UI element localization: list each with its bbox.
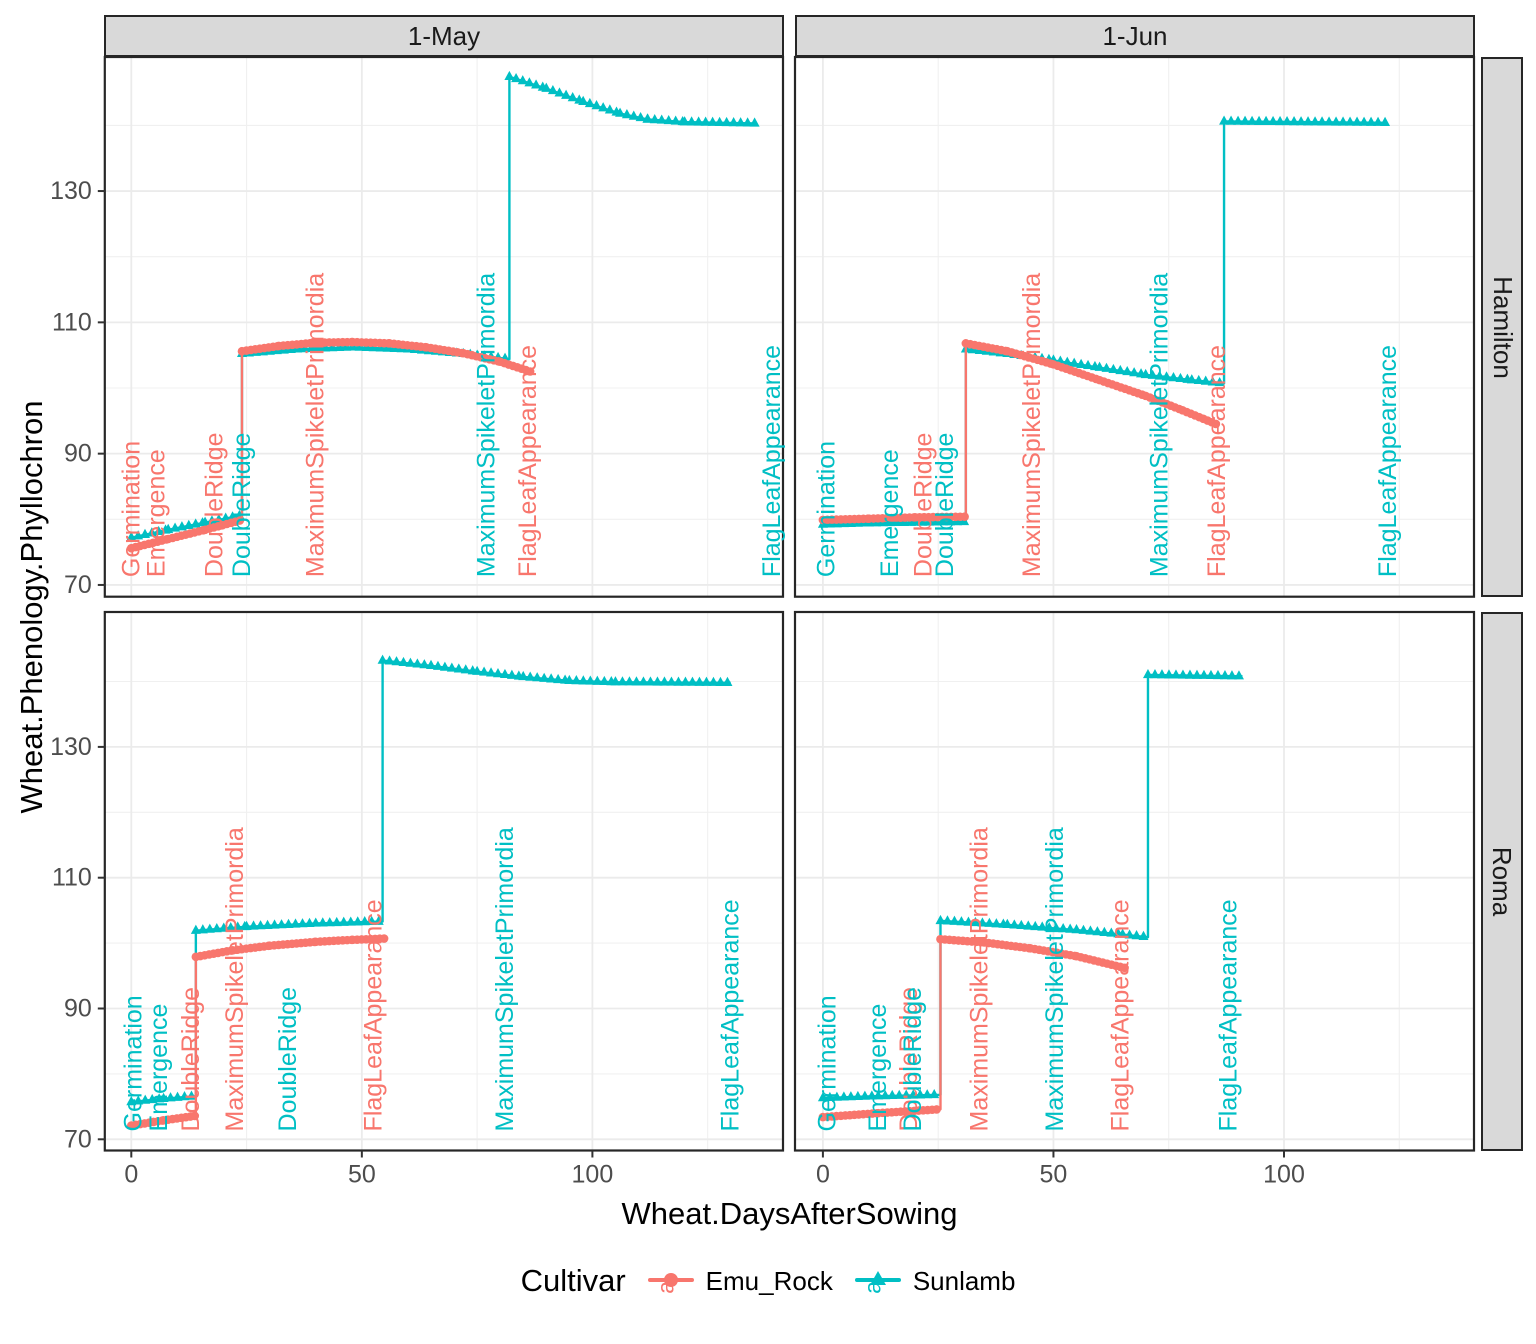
series-emu_rock — [818, 339, 1221, 525]
series-emu_rock — [127, 934, 389, 1130]
x-axis-title: Wheat.DaysAfterSowing — [621, 1196, 958, 1231]
stage-label: FlagLeafAppearance — [758, 345, 786, 577]
stage-label: DoubleRidge — [274, 987, 302, 1132]
stage-label: Emergence — [145, 1004, 173, 1132]
stage-label: FlagLeafAppearance — [717, 899, 745, 1131]
facet-strip-col-1-may: 1-May — [104, 15, 784, 57]
stage-label: DoubleRidge — [931, 433, 959, 578]
stage-label: Germination — [117, 441, 145, 577]
y-tick-label: 70 — [64, 1125, 92, 1153]
circle-marker-icon — [663, 1273, 678, 1287]
stage-label: DoubleRidge — [909, 433, 937, 578]
stage-label: FlagLeafAppearance — [1106, 899, 1134, 1131]
stage-label: DoubleRidge — [895, 987, 923, 1132]
x-tick-label: 0 — [124, 1161, 138, 1189]
stage-label: MaximumSpikeletPrimordia — [302, 273, 330, 577]
stage-label: MaximumSpikeletPrimordia — [966, 827, 994, 1131]
stage-label: Emergence — [876, 449, 904, 577]
stage-label: FlagLeafAppearance — [359, 899, 387, 1131]
x-tick-label: 100 — [1263, 1161, 1305, 1189]
stage-label: FlagLeafAppearance — [514, 345, 542, 577]
triangle-marker-icon — [869, 1271, 886, 1285]
panel-hamilton-1-jun — [793, 55, 1476, 598]
x-tick-label: 100 — [572, 1161, 614, 1189]
y-tick-label: 130 — [50, 733, 92, 761]
series-emu_rock — [818, 934, 1129, 1122]
panel-hamilton-1-may — [103, 55, 785, 598]
stage-label: Germination — [813, 441, 841, 577]
stage-label: Emergence — [143, 449, 171, 577]
stage-label: DoubleRidge — [899, 987, 927, 1132]
y-tick-label: 90 — [64, 995, 92, 1023]
stage-label: DoubleRidge — [228, 433, 256, 578]
stage-label: FlagLeafAppearance — [1203, 345, 1231, 577]
x-tick-label: 50 — [348, 1161, 376, 1189]
stage-label: Germination — [814, 995, 842, 1131]
facet-strip-label: 1-May — [407, 20, 481, 51]
y-tick-label: 110 — [52, 864, 92, 892]
stage-label: MaximumSpikeletPrimordia — [1041, 827, 1069, 1131]
panel-roma-1-may — [103, 610, 785, 1152]
facet-strip-label: Roma — [1487, 846, 1518, 917]
facet-strip-label: 1-Jun — [1102, 20, 1168, 51]
stage-label: FlagLeafAppearance — [1374, 345, 1402, 577]
stage-label: DoubleRidge — [177, 987, 205, 1132]
stage-label: DoubleRidge — [200, 433, 228, 578]
panel-roma-1-jun — [793, 610, 1476, 1152]
stage-label: MaximumSpikeletPrimordia — [1146, 273, 1174, 577]
y-tick-label: 110 — [52, 308, 92, 336]
legend-key-sunlamb: a — [854, 1258, 901, 1304]
stage-label: Germination — [120, 995, 148, 1131]
facet-strip-row-roma: Roma — [1481, 612, 1523, 1151]
stage-label: MaximumSpikeletPrimordia — [221, 827, 249, 1131]
x-tick-label: 0 — [816, 1161, 830, 1189]
legend-item-emu-rock: a Emu_Rock — [647, 1258, 833, 1304]
facet-strip-label: Hamilton — [1487, 275, 1518, 379]
text-key-glyph: a — [652, 1281, 679, 1294]
y-tick-label: 70 — [64, 571, 92, 599]
y-tick-label: 90 — [64, 440, 92, 468]
text-key-glyph: a — [859, 1281, 886, 1294]
stage-label: MaximumSpikeletPrimordia — [472, 273, 500, 577]
stage-label: Emergence — [864, 1004, 892, 1132]
x-tick-label: 50 — [1040, 1161, 1068, 1189]
legend-label: Emu_Rock — [705, 1265, 833, 1296]
series-emu_rock — [127, 337, 535, 553]
stage-label: MaximumSpikeletPrimordia — [491, 827, 519, 1131]
stage-label: FlagLeafAppearance — [1215, 899, 1243, 1131]
legend: Cultivar a Emu_Rock a Sunlamb — [0, 1258, 1536, 1304]
series-sunlamb — [126, 654, 733, 1106]
legend-item-sunlamb: a Sunlamb — [854, 1258, 1016, 1304]
legend-label: Sunlamb — [912, 1265, 1016, 1296]
series-sunlamb — [817, 668, 1244, 1102]
y-tick-label: 130 — [50, 177, 92, 205]
facet-strip-row-hamilton: Hamilton — [1481, 57, 1523, 597]
y-axis-title: Wheat.Phenology.Phyllochron — [14, 400, 49, 814]
facet-strip-col-1-jun: 1-Jun — [795, 15, 1475, 57]
stage-label: MaximumSpikeletPrimordia — [1018, 273, 1046, 577]
legend-title: Cultivar — [520, 1263, 626, 1298]
legend-key-emu-rock: a — [647, 1258, 694, 1304]
